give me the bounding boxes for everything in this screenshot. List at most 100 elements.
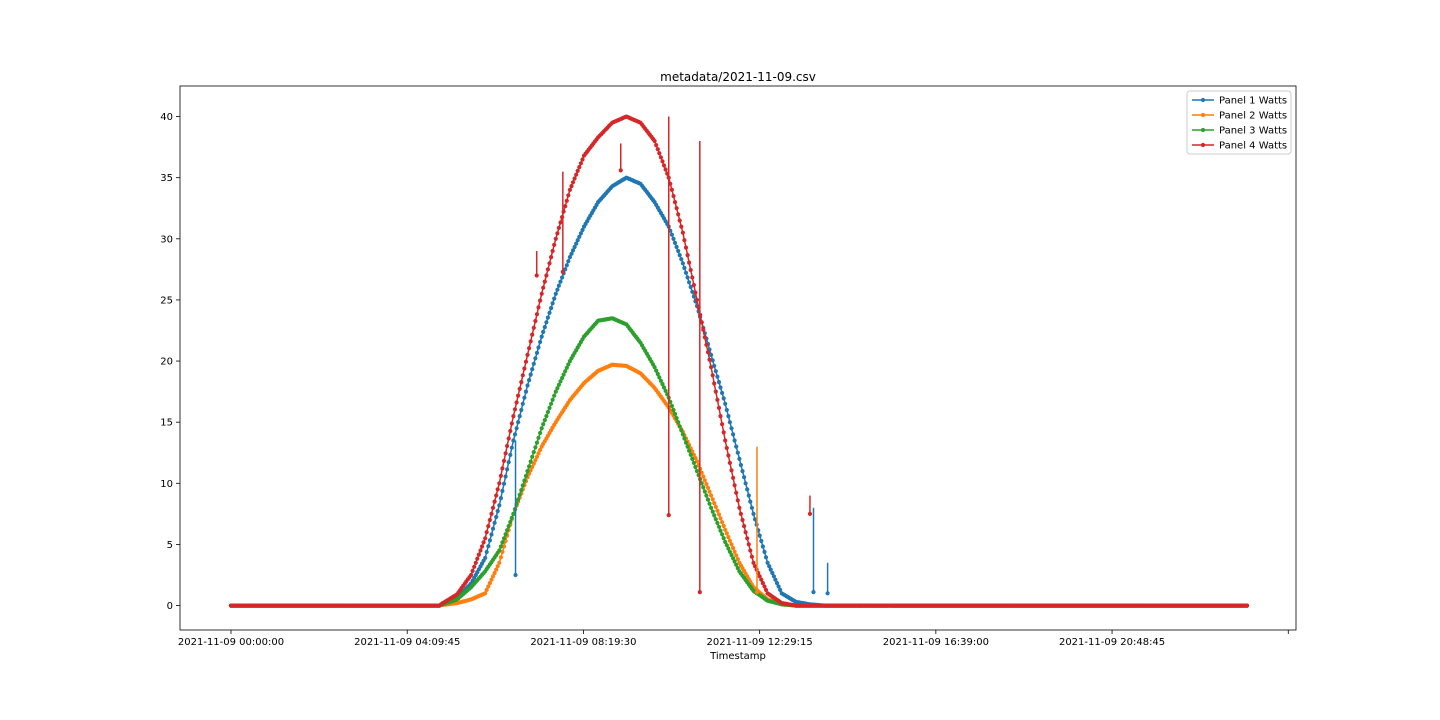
data-point bbox=[760, 581, 766, 586]
data-point bbox=[503, 451, 508, 456]
data-point bbox=[506, 436, 511, 441]
data-point bbox=[726, 414, 731, 419]
data-point bbox=[511, 414, 516, 419]
data-point bbox=[666, 512, 671, 518]
data-point bbox=[652, 138, 657, 144]
data-point bbox=[517, 386, 522, 391]
data-point bbox=[723, 527, 728, 532]
data-point bbox=[538, 298, 543, 303]
data-point bbox=[570, 180, 576, 185]
data-point bbox=[528, 468, 533, 473]
data-point bbox=[494, 493, 499, 498]
data-point bbox=[506, 524, 511, 529]
data-point bbox=[505, 467, 510, 472]
data-point bbox=[473, 560, 478, 565]
data-point bbox=[710, 373, 715, 378]
data-point bbox=[732, 559, 737, 564]
data-point bbox=[517, 414, 522, 419]
data-point bbox=[483, 536, 488, 541]
data-point bbox=[720, 520, 725, 525]
data-point bbox=[539, 291, 544, 296]
data-point bbox=[495, 509, 500, 514]
data-point bbox=[661, 385, 667, 390]
data-point bbox=[682, 238, 687, 243]
data-point bbox=[759, 538, 764, 544]
data-point bbox=[745, 487, 750, 492]
data-point bbox=[580, 227, 585, 233]
data-point bbox=[618, 168, 623, 173]
data-point bbox=[569, 184, 574, 189]
data-point bbox=[713, 504, 718, 509]
data-point bbox=[490, 574, 496, 579]
x-axis: 2021-11-09 00:00:00 2021-11-09 04:09:45 20… bbox=[178, 630, 1289, 648]
data-point bbox=[512, 407, 518, 412]
data-point bbox=[685, 275, 690, 280]
data-point bbox=[652, 365, 657, 370]
data-point bbox=[660, 382, 665, 387]
legend-item: Panel 2 Watts bbox=[1192, 111, 1287, 122]
data-point bbox=[503, 532, 508, 537]
data-point bbox=[561, 372, 566, 377]
data-point bbox=[676, 212, 681, 217]
data-point bbox=[547, 405, 552, 410]
data-point bbox=[578, 231, 584, 236]
data-point bbox=[486, 584, 491, 589]
data-point bbox=[723, 539, 728, 545]
data-point bbox=[553, 291, 558, 296]
data-point bbox=[663, 167, 668, 172]
data-point bbox=[577, 234, 582, 239]
data-point bbox=[498, 473, 503, 478]
data-point bbox=[672, 240, 678, 245]
data-point bbox=[533, 445, 538, 450]
data-point bbox=[501, 481, 507, 486]
data-point bbox=[564, 365, 569, 370]
data-point bbox=[702, 478, 707, 483]
legend-label: Panel 4 Watts bbox=[1219, 141, 1287, 152]
data-point bbox=[737, 505, 742, 510]
data-point bbox=[734, 490, 739, 495]
data-point bbox=[716, 512, 722, 517]
data-point bbox=[489, 577, 494, 582]
data-point bbox=[754, 590, 760, 595]
data-point bbox=[560, 269, 565, 274]
data-point bbox=[550, 248, 555, 254]
data-point bbox=[759, 577, 764, 582]
data-point bbox=[575, 238, 580, 243]
data-point bbox=[694, 469, 700, 474]
data-point bbox=[727, 538, 733, 543]
data-point bbox=[522, 478, 527, 483]
data-point bbox=[530, 332, 535, 337]
data-point bbox=[727, 460, 733, 465]
data-point bbox=[734, 553, 739, 558]
data-point bbox=[487, 538, 492, 543]
data-point bbox=[677, 218, 682, 223]
data-point bbox=[519, 407, 524, 413]
series-markers-4 bbox=[228, 114, 1250, 608]
data-point bbox=[498, 555, 503, 560]
data-point bbox=[724, 531, 729, 536]
data-point bbox=[677, 253, 682, 258]
data-point bbox=[530, 367, 535, 372]
data-point bbox=[577, 165, 582, 170]
x-tick-label: 2021-11-09 20:48:45 bbox=[1059, 637, 1165, 648]
data-point bbox=[713, 369, 718, 374]
data-point bbox=[765, 560, 770, 565]
data-point bbox=[492, 499, 497, 504]
y-tick-label: 0 bbox=[167, 601, 173, 612]
data-point bbox=[523, 359, 529, 364]
y-tick-label: 25 bbox=[160, 295, 173, 306]
data-point bbox=[746, 493, 751, 498]
data-point bbox=[558, 379, 563, 384]
data-point bbox=[552, 393, 557, 398]
x-axis-label: Timestamp bbox=[709, 651, 766, 662]
data-point bbox=[552, 296, 557, 301]
data-point bbox=[514, 426, 519, 431]
data-point bbox=[555, 386, 560, 391]
legend-label: Panel 2 Watts bbox=[1219, 111, 1287, 122]
legend: Panel 1 Watts Panel 2 Watts Panel 3 Watts P… bbox=[1186, 90, 1292, 155]
data-point bbox=[534, 350, 540, 355]
data-point bbox=[522, 366, 527, 371]
data-point bbox=[680, 261, 686, 266]
data-point bbox=[721, 396, 726, 401]
data-point bbox=[534, 454, 540, 459]
